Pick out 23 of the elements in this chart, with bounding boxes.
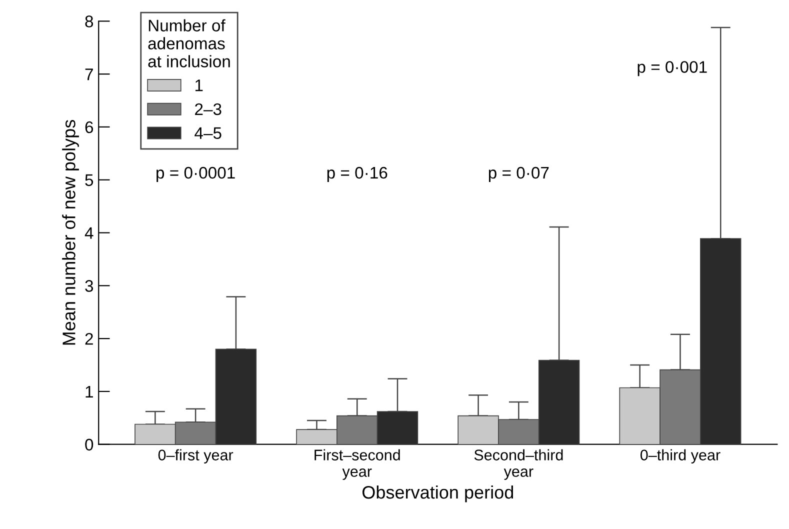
legend-title: Number of adenomas at inclusion	[148, 19, 230, 68]
annotation: p = 0·001	[638, 61, 707, 76]
y-tick-label: 0	[85, 438, 94, 451]
y-tick-label: 6	[85, 121, 94, 134]
legend-label: 2–3	[195, 103, 222, 116]
annotation: p = 0·0001	[156, 166, 235, 182]
x-tick-label: 0–third year	[640, 449, 720, 464]
legend-label: 1	[195, 80, 203, 92]
x-axis-title: Observation period	[362, 485, 514, 502]
y-tick-label: 5	[85, 174, 94, 186]
y-tick-label: 8	[85, 16, 94, 28]
y-tick-label: 3	[85, 280, 94, 292]
annotation: p = 0·07	[488, 166, 549, 182]
x-tick-label: First–second year	[314, 449, 400, 480]
annotation: p = 0·16	[327, 166, 388, 182]
y-tick-label: 2	[85, 332, 93, 345]
y-axis-title: Mean number of new polyps	[62, 120, 79, 345]
y-tick-label: 1	[86, 386, 93, 398]
y-tick-label: 4	[84, 227, 94, 239]
x-tick-label: Second–third year	[474, 449, 563, 480]
y-tick-label: 7	[85, 68, 93, 80]
x-tick-label: 0–first year	[158, 449, 234, 464]
legend-label: 4–5	[194, 127, 222, 139]
